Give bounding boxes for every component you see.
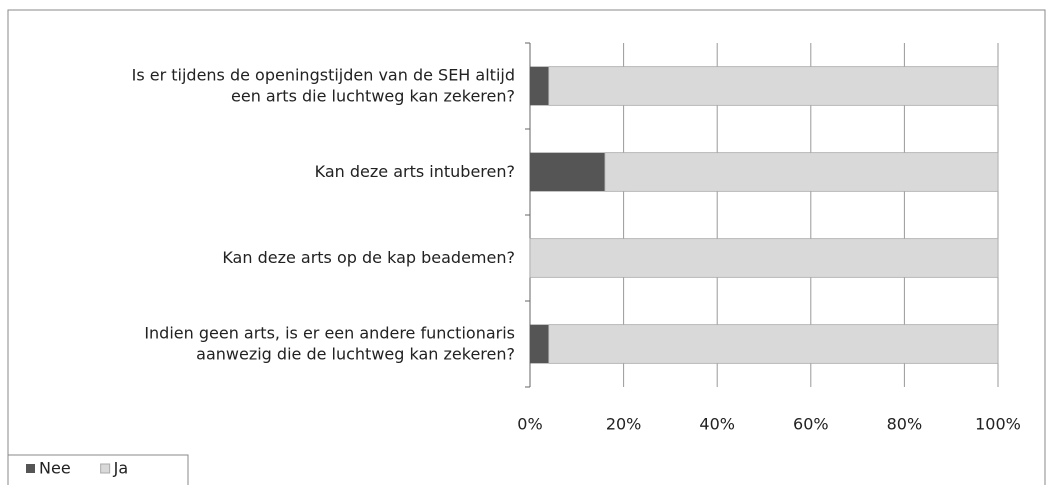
chart-border [7, 9, 1046, 485]
x-tick-label: 40% [699, 415, 735, 434]
legend-label: Nee [39, 459, 71, 478]
x-tick-label: 100% [975, 415, 1021, 434]
bar-segment [530, 66, 549, 106]
category-label: Kan deze arts op de kap beademen? [222, 248, 515, 267]
bar-segment [548, 324, 999, 364]
x-tick-label: 20% [606, 415, 642, 434]
legend-swatch [26, 464, 35, 473]
category-label: Indien geen arts, is er een andere funct… [144, 323, 515, 363]
bar-segment [604, 152, 999, 192]
bar-segment [530, 152, 605, 192]
legend-swatch [100, 463, 111, 474]
x-tick-label: 0% [517, 415, 542, 434]
x-tick-label: 60% [793, 415, 829, 434]
bar-segment [530, 324, 549, 364]
legend-label: Ja [113, 459, 129, 478]
category-label: Kan deze arts intuberen? [315, 162, 515, 181]
x-tick-label: 80% [887, 415, 923, 434]
bar-segment [548, 66, 999, 106]
legend-box [7, 454, 189, 485]
bar-segment [529, 238, 999, 278]
category-label: Is er tijdens de openingstijden van de S… [132, 65, 515, 105]
